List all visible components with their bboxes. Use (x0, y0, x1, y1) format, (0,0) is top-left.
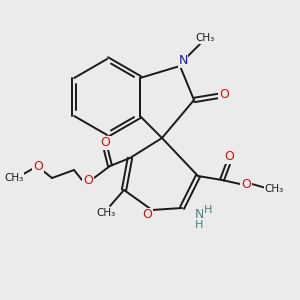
Text: H: H (204, 205, 212, 215)
Text: H: H (195, 220, 203, 230)
Text: CH₃: CH₃ (264, 184, 284, 194)
Text: CH₃: CH₃ (195, 33, 214, 43)
Text: CH₃: CH₃ (4, 173, 24, 183)
Text: O: O (241, 178, 251, 190)
Text: O: O (83, 173, 93, 187)
Text: N: N (178, 55, 188, 68)
Text: O: O (219, 88, 229, 101)
Text: O: O (100, 136, 110, 149)
Text: N: N (194, 208, 204, 220)
Text: O: O (224, 151, 234, 164)
Text: CH₃: CH₃ (96, 208, 116, 218)
Text: O: O (142, 208, 152, 221)
Text: O: O (33, 160, 43, 172)
